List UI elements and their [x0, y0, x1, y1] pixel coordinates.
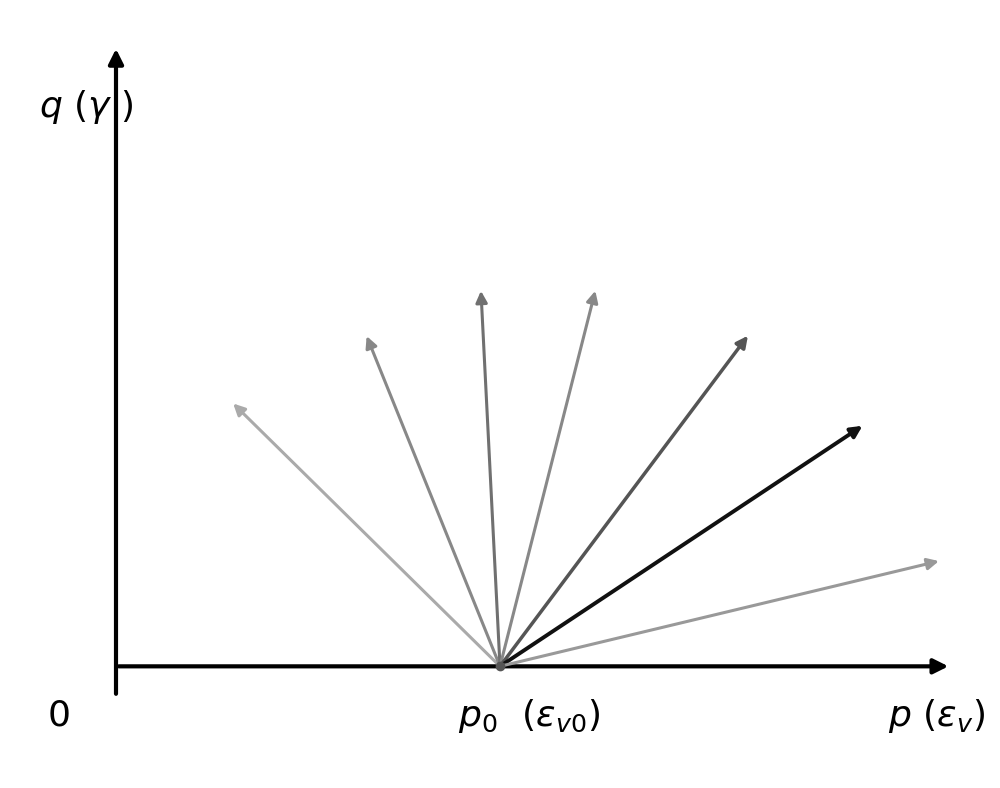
- Text: $p\ (\varepsilon_v)$: $p\ (\varepsilon_v)$: [888, 697, 985, 734]
- Text: $p_0\ \ (\varepsilon_{v0})$: $p_0\ \ (\varepsilon_{v0})$: [458, 697, 600, 734]
- Text: $0$: $0$: [47, 698, 70, 733]
- Text: $q\ (\gamma\ )$: $q\ (\gamma\ )$: [39, 87, 134, 125]
